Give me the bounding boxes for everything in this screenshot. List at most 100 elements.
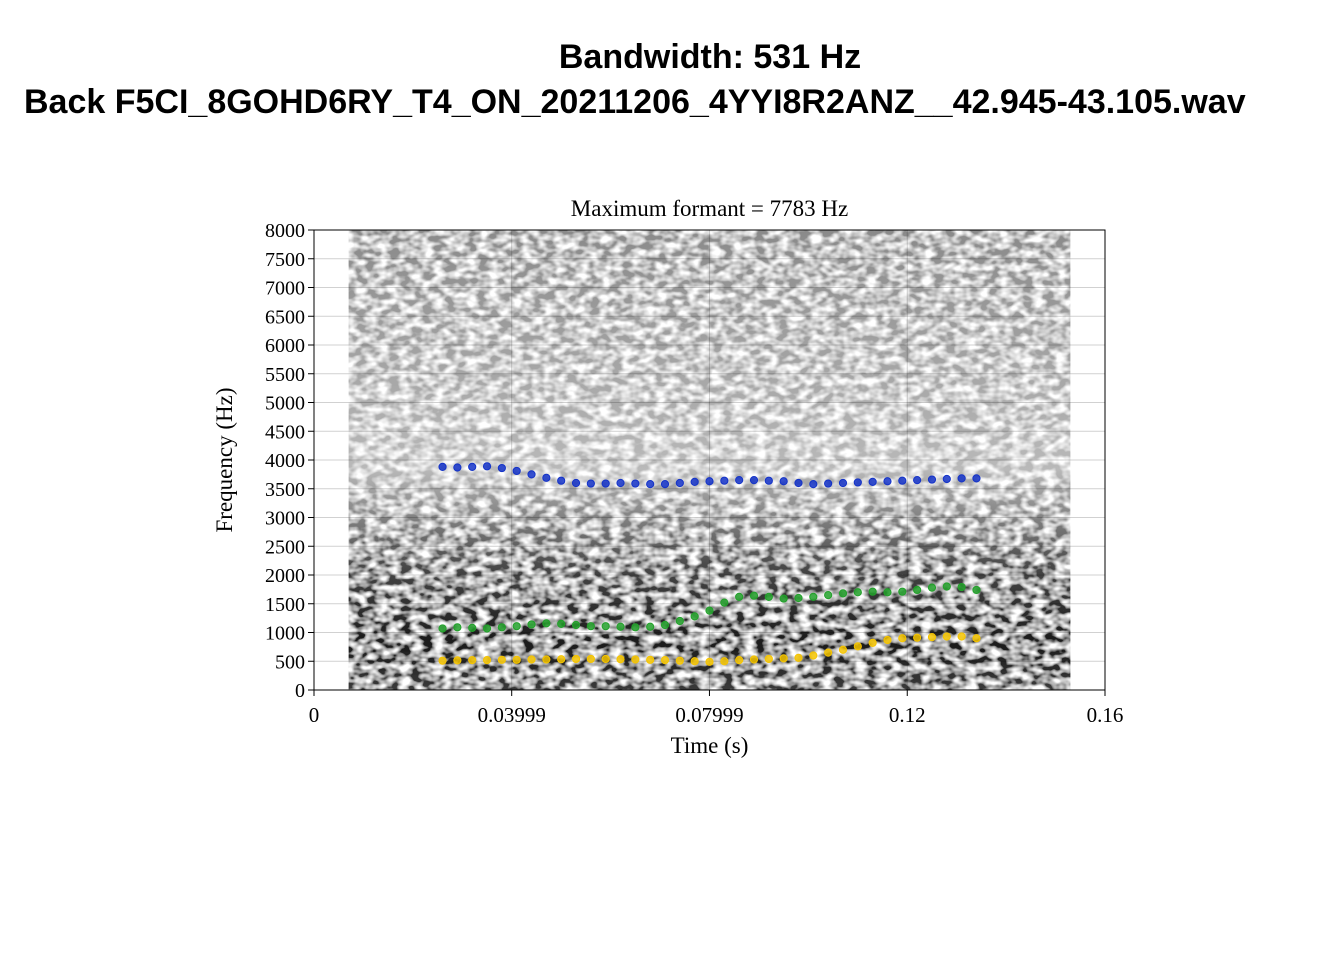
formant-point-1	[631, 655, 640, 664]
formant-point-3	[957, 474, 966, 483]
formant-point-3	[497, 463, 506, 473]
formant-point-2	[675, 616, 684, 626]
formant-point-2	[942, 582, 951, 591]
formant-point-2	[720, 598, 729, 607]
formant-point-1	[542, 655, 551, 664]
formant-point-1	[942, 632, 951, 641]
formant-point-1	[557, 655, 566, 664]
formant-point-3	[913, 476, 922, 485]
formant-point-2	[646, 622, 655, 631]
formant-point-1	[527, 655, 536, 664]
formant-point-1	[675, 656, 684, 665]
formant-point-3	[586, 479, 595, 488]
formant-point-1	[898, 634, 907, 643]
formant-point-3	[675, 478, 684, 488]
formant-point-3	[972, 474, 981, 483]
formant-point-1	[616, 655, 625, 664]
formant-point-2	[957, 582, 966, 592]
formant-point-3	[631, 479, 640, 488]
formant-point-1	[883, 635, 892, 645]
formant-point-1	[824, 648, 833, 657]
y-tick-label: 7000	[265, 278, 305, 300]
formant-point-3	[601, 479, 610, 488]
formant-point-1	[853, 642, 862, 651]
x-tick-label: 0.03999	[478, 703, 546, 727]
formant-point-2	[705, 606, 714, 615]
y-tick-label: 4500	[265, 421, 305, 443]
formant-point-2	[453, 623, 462, 632]
chart-title-bandwidth: Bandwidth: 531 Hz	[558, 38, 862, 76]
formant-point-1	[497, 655, 506, 664]
formant-point-3	[927, 475, 937, 484]
formant-point-3	[557, 476, 566, 485]
formant-point-2	[927, 583, 937, 592]
formant-point-1	[438, 656, 447, 665]
formant-point-2	[853, 588, 862, 597]
formant-point-2	[838, 589, 848, 598]
formant-point-2	[913, 585, 922, 595]
y-tick-label: 1000	[265, 623, 305, 645]
formant-point-2	[468, 623, 477, 633]
formant-point-3	[646, 480, 655, 489]
y-tick-label: 6500	[265, 306, 305, 328]
formant-point-1	[749, 655, 759, 664]
formant-point-3	[542, 473, 551, 482]
y-tick-label: 0	[295, 680, 305, 702]
formant-point-2	[601, 622, 610, 631]
formant-point-3	[660, 480, 670, 489]
y-tick-label: 1500	[265, 594, 305, 616]
y-tick-label: 2500	[265, 536, 305, 558]
formant-point-3	[690, 477, 699, 486]
y-tick-label: 2000	[265, 565, 305, 587]
formant-point-1	[957, 632, 966, 641]
formant-point-1	[913, 633, 922, 642]
formant-point-1	[720, 657, 729, 666]
formant-point-1	[779, 654, 788, 663]
formant-point-2	[779, 594, 788, 603]
y-tick-label: 5000	[265, 393, 305, 415]
x-tick-label: 0	[309, 703, 320, 727]
plot-title: Maximum formant = 7783 Hz	[571, 196, 848, 221]
formant-point-1	[512, 655, 521, 664]
formant-point-1	[690, 657, 699, 666]
y-tick-label: 5500	[265, 364, 305, 386]
formant-point-3	[764, 476, 773, 485]
formant-point-2	[809, 592, 818, 601]
formant-point-1	[927, 633, 937, 642]
formant-point-3	[824, 479, 833, 488]
formant-point-3	[838, 478, 848, 488]
formant-point-1	[735, 656, 744, 665]
formant-point-3	[794, 478, 803, 488]
formant-point-1	[809, 651, 818, 660]
formant-point-2	[512, 622, 521, 631]
formant-point-3	[616, 478, 625, 488]
formant-point-2	[898, 587, 907, 596]
y-tick-label: 6000	[265, 335, 305, 357]
formant-point-1	[571, 654, 581, 664]
formant-point-2	[764, 592, 773, 601]
formant-point-3	[942, 474, 951, 484]
formant-point-1	[453, 656, 462, 665]
formant-point-3	[438, 462, 447, 471]
formant-point-3	[898, 476, 907, 485]
y-tick-label: 500	[275, 651, 305, 673]
formant-point-2	[660, 620, 670, 630]
formant-point-2	[482, 624, 492, 633]
formant-point-1	[468, 656, 477, 665]
formant-point-2	[794, 593, 803, 603]
y-axis-label: Frequency (Hz)	[212, 388, 237, 533]
formant-point-2	[868, 587, 877, 596]
formant-point-3	[468, 462, 477, 471]
chart-title-filename: Back F5CI_8GOHD6RY_T4_ON_20211206_4YYI8R…	[24, 83, 1246, 121]
formant-point-3	[453, 463, 462, 472]
formant-point-2	[824, 591, 833, 600]
x-axis-label: Time (s)	[671, 733, 749, 758]
formant-point-1	[705, 657, 714, 666]
x-tick-label: 0.16	[1087, 703, 1124, 727]
formant-point-1	[601, 654, 610, 664]
formant-point-1	[838, 645, 848, 654]
formant-point-3	[527, 470, 536, 479]
formant-point-3	[571, 478, 581, 488]
y-tick-label: 4000	[265, 450, 305, 472]
